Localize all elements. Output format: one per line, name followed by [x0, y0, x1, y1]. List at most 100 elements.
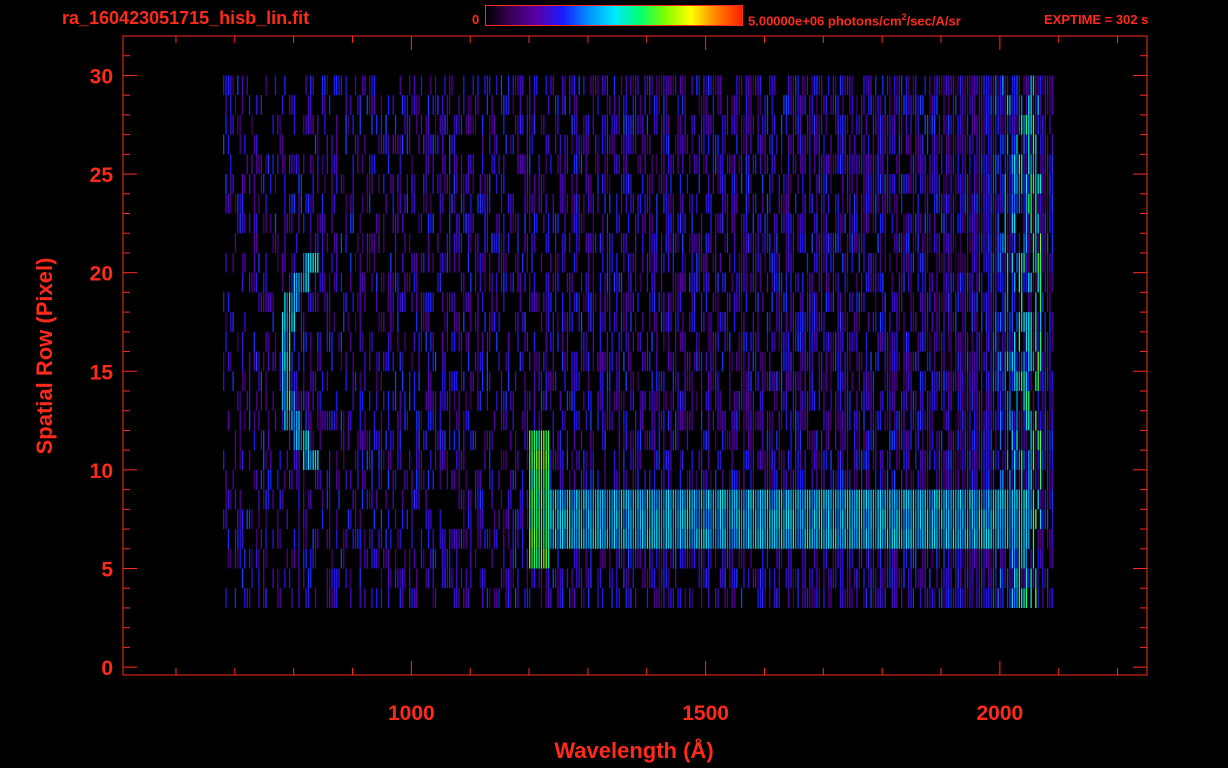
heatmap-cell [990, 568, 992, 589]
heatmap-cell [559, 509, 561, 530]
heatmap-cell [1006, 489, 1009, 510]
heatmap-cell [973, 233, 976, 253]
heatmap-cell [719, 410, 722, 431]
heatmap-cell [1025, 430, 1028, 451]
heatmap-cell [999, 312, 1002, 332]
heatmap-cell [491, 272, 493, 293]
heatmap-cell [449, 391, 451, 411]
heatmap-cell [663, 193, 665, 214]
heatmap-cell [870, 410, 872, 431]
heatmap-cell [660, 588, 663, 608]
heatmap-cell [747, 233, 750, 253]
heatmap-cell [988, 252, 990, 273]
heatmap-cell [317, 213, 319, 234]
heatmap-cell [667, 154, 670, 175]
heatmap-cell [875, 193, 877, 214]
heatmap-cell [922, 529, 924, 549]
heatmap-cell [444, 568, 446, 589]
heatmap-cell [691, 469, 693, 490]
heatmap-cell [418, 450, 420, 470]
heatmap-cell [557, 430, 559, 451]
heatmap-cell [239, 193, 241, 214]
heatmap-cell [778, 193, 780, 214]
heatmap-cell [456, 371, 458, 391]
heatmap-cell [620, 529, 623, 549]
heatmap-cell [439, 252, 441, 273]
heatmap-cell [712, 331, 714, 352]
heatmap-cell [613, 529, 616, 549]
heatmap-cell [910, 588, 912, 608]
heatmap-cell [717, 489, 719, 510]
heatmap-cell [804, 548, 806, 569]
heatmap-cell [1009, 351, 1011, 372]
heatmap-cell [413, 371, 416, 391]
heatmap-cell [700, 292, 703, 313]
heatmap-cell [750, 450, 752, 470]
heatmap-cell [256, 351, 258, 372]
heatmap-cell [385, 548, 387, 569]
heatmap-cell [562, 568, 564, 589]
heatmap-cell [1039, 272, 1042, 293]
heatmap-cell [510, 391, 512, 411]
heatmap-cell [917, 529, 919, 549]
heatmap-cell [303, 331, 305, 352]
heatmap-cell [427, 292, 430, 313]
heatmap-cell [759, 154, 762, 175]
heatmap-cell [698, 489, 700, 510]
heatmap-cell [425, 331, 427, 352]
heatmap-cell [557, 312, 559, 332]
heatmap-cell [418, 371, 420, 391]
heatmap-cell [310, 154, 312, 175]
heatmap-cell [879, 252, 882, 273]
heatmap-cell [981, 351, 983, 372]
heatmap-cell [564, 410, 566, 431]
heatmap-cell [545, 391, 547, 411]
heatmap-cell [637, 469, 639, 490]
heatmap-cell [915, 351, 917, 372]
heatmap-cell [976, 391, 978, 411]
heatmap-cell [1016, 568, 1018, 589]
heatmap-cell [966, 568, 969, 589]
heatmap-cell [406, 174, 408, 194]
heatmap-cell [458, 489, 460, 510]
heatmap-cell [413, 391, 416, 411]
heatmap-cell [498, 588, 500, 608]
heatmap-cell [609, 410, 611, 431]
heatmap-cell [797, 568, 799, 589]
heatmap-cell [745, 252, 747, 273]
heatmap-cell [882, 469, 884, 490]
heatmap-cell [891, 509, 893, 530]
heatmap-cell [524, 233, 526, 253]
heatmap-cell [999, 371, 1002, 391]
heatmap-cell [281, 312, 284, 332]
heatmap-cell [439, 509, 441, 530]
heatmap-cell [552, 331, 554, 352]
heatmap-cell [771, 529, 773, 549]
heatmap-cell [919, 588, 922, 608]
heatmap-cell [642, 529, 644, 549]
heatmap-cell [590, 529, 592, 549]
heatmap-cell [780, 548, 783, 569]
heatmap-cell [764, 568, 766, 589]
heatmap-cell [1002, 252, 1004, 273]
heatmap-cell [300, 331, 303, 352]
heatmap-cell [818, 588, 820, 608]
heatmap-cell [973, 174, 976, 194]
heatmap-cell [868, 371, 870, 391]
heatmap-cell [785, 489, 787, 510]
heatmap-cell [277, 529, 279, 549]
heatmap-cell [411, 154, 413, 175]
heatmap-cell [703, 529, 705, 549]
heatmap-cell [917, 272, 919, 293]
heatmap-cell [931, 174, 933, 194]
heatmap-cell [449, 174, 451, 194]
heatmap-cell [1037, 213, 1039, 234]
heatmap-cell [599, 292, 601, 313]
heatmap-cell [905, 174, 908, 194]
heatmap-cell [745, 410, 747, 431]
heatmap-cell [291, 213, 293, 234]
heatmap-cell [663, 509, 665, 530]
heatmap-cell [1051, 548, 1053, 569]
heatmap-cell [679, 469, 682, 490]
heatmap-cell [778, 252, 780, 273]
